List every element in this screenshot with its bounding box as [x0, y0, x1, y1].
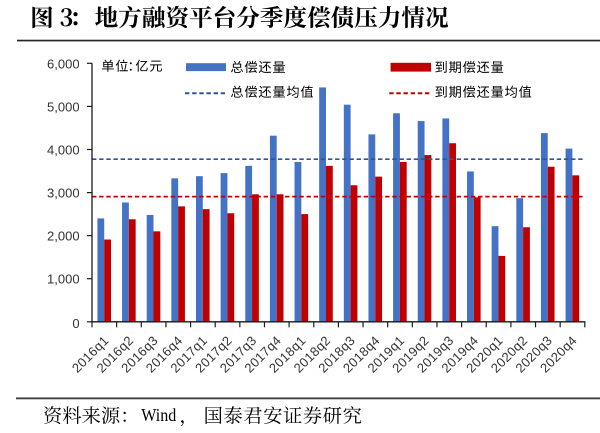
svg-text:5,000: 5,000 [47, 99, 80, 114]
svg-text:4,000: 4,000 [47, 143, 80, 158]
svg-text:3,000: 3,000 [47, 186, 80, 201]
svg-text:6,000: 6,000 [47, 56, 80, 71]
svg-text:2,000: 2,000 [47, 229, 80, 244]
svg-text:1,000: 1,000 [47, 272, 80, 287]
svg-text:Wind: Wind [141, 405, 176, 425]
svg-text:0: 0 [72, 316, 79, 331]
